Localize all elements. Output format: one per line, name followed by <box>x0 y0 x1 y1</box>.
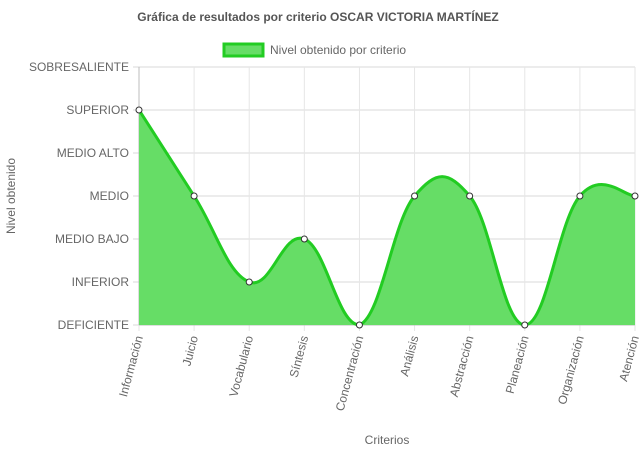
y-axis-ticks: DEFICIENTE INFERIOR MEDIO BAJO MEDIO MEDIO A… <box>29 60 129 332</box>
x-tick-label: Vocabulario <box>226 334 256 399</box>
x-tick-label: Organización <box>555 334 587 406</box>
y-tick-label: MEDIO ALTO <box>57 146 129 160</box>
y-tick-label: DEFICIENTE <box>58 318 129 332</box>
data-point[interactable] <box>355 321 363 329</box>
chart-title: Gráfica de resultados por criterio OSCAR… <box>137 9 498 24</box>
y-tick-label: MEDIO <box>90 189 129 203</box>
y-tick-label: MEDIO BAJO <box>55 232 129 246</box>
series-area <box>137 109 636 327</box>
x-tick-label: Abstracción <box>447 334 477 398</box>
x-tick-label: Juicio <box>180 334 202 368</box>
x-tick-label: Atención <box>616 334 639 383</box>
data-point[interactable] <box>411 192 419 200</box>
y-tick-label: INFERIOR <box>72 275 130 289</box>
x-tick-label: Concentración <box>333 334 367 412</box>
data-point[interactable] <box>466 192 474 200</box>
x-axis-ticks: Información Juicio Vocabulario Síntesis Conc… <box>116 334 639 413</box>
x-tick-label: Información <box>116 334 146 398</box>
legend-swatch <box>222 42 265 58</box>
x-axis-title: Criterios <box>365 433 410 447</box>
data-point[interactable] <box>576 192 584 200</box>
data-point[interactable] <box>245 278 253 286</box>
legend-label: Nivel obtenido por criterio <box>270 43 406 57</box>
data-point[interactable] <box>631 192 639 200</box>
data-point[interactable] <box>300 235 308 243</box>
x-tick-label: Análisis <box>397 334 421 378</box>
data-point[interactable] <box>190 192 198 200</box>
y-tick-label: SOBRESALIENTE <box>29 60 129 74</box>
series-fill <box>139 110 635 325</box>
legend[interactable]: Nivel obtenido por criterio <box>222 42 406 58</box>
data-point[interactable] <box>135 106 143 114</box>
data-point[interactable] <box>521 321 529 329</box>
y-tick-label: SUPERIOR <box>66 103 129 117</box>
series-line <box>137 109 636 327</box>
x-tick-label: Síntesis <box>287 334 312 379</box>
y-axis-title: Nivel obtenido <box>4 158 18 234</box>
x-tick-label: Planeación <box>503 334 532 395</box>
data-points <box>135 106 639 329</box>
